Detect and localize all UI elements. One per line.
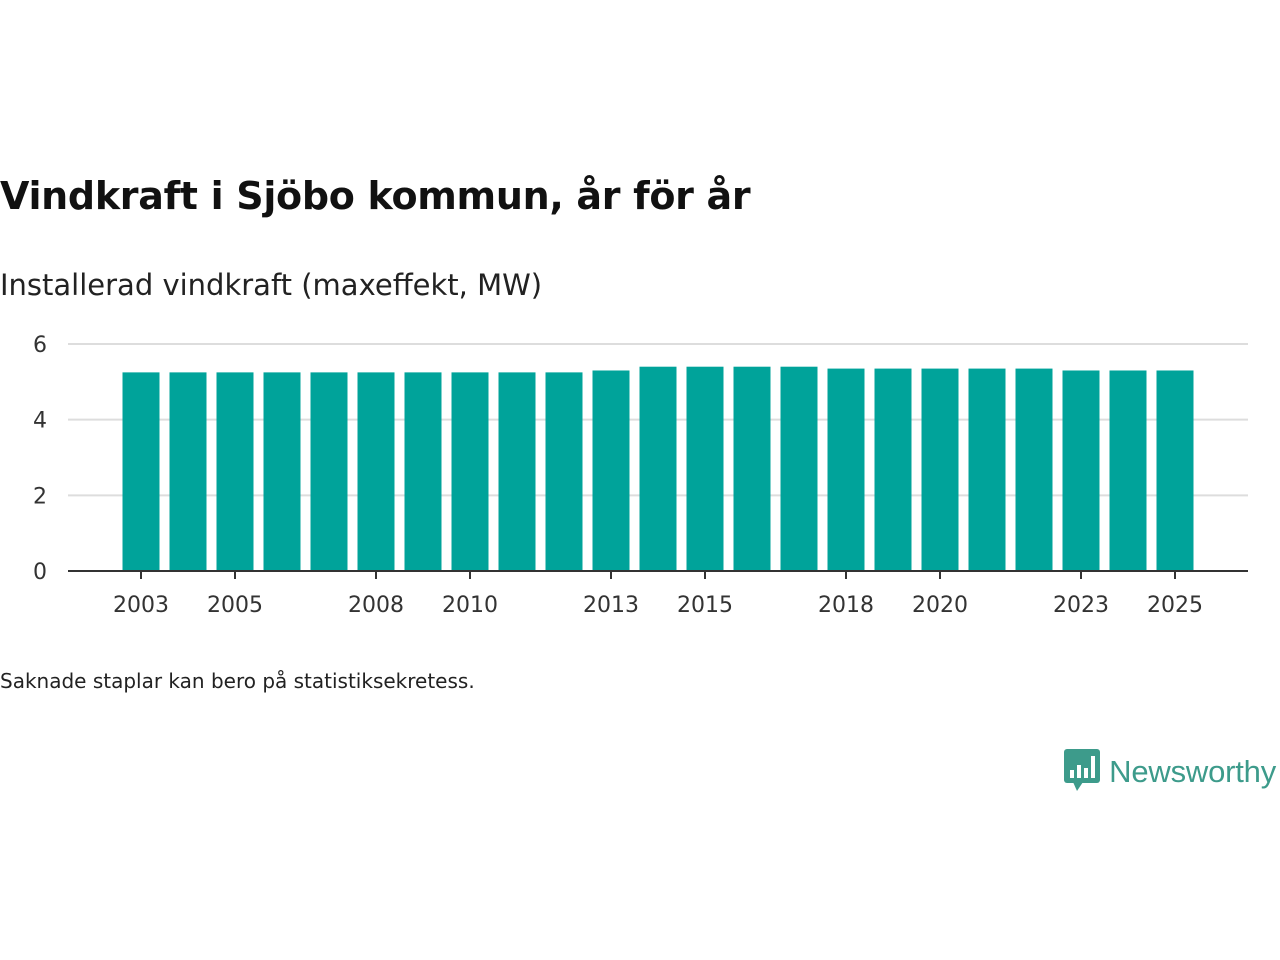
x-tick-label: 2003 — [113, 593, 169, 618]
bar-2023[interactable] — [1062, 370, 1100, 571]
chart-title: Vindkraft i Sjöbo kommun, år för år — [0, 174, 751, 218]
y-tick-label: 4 — [33, 409, 47, 434]
chart-subtitle: Installerad vindkraft (maxeffekt, MW) — [0, 268, 543, 302]
x-tick-label: 2015 — [677, 593, 733, 618]
brand-name: Newsworthy — [1109, 754, 1276, 789]
bar-2019[interactable] — [874, 368, 912, 571]
x-tick-label: 2013 — [583, 593, 639, 618]
bar-2009[interactable] — [404, 372, 442, 571]
x-tick-label: 2018 — [818, 593, 874, 618]
x-tick-label: 2020 — [912, 593, 968, 618]
x-axis — [68, 570, 1248, 579]
bar-2014[interactable] — [639, 366, 677, 571]
bar-2017[interactable] — [780, 366, 818, 571]
x-axis-labels: 2003 2005 2008 2010 2013 2015 2018 2020 2023 2025 — [113, 593, 1203, 618]
x-tick-label: 2005 — [207, 593, 263, 618]
bar-2008[interactable] — [357, 372, 395, 571]
y-tick-label: 0 — [33, 560, 47, 585]
x-tick-label: 2010 — [442, 593, 498, 618]
bar-2013[interactable] — [592, 370, 630, 571]
y-tick-label: 6 — [33, 333, 47, 358]
bar-2015[interactable] — [686, 366, 724, 571]
footnote: Saknade staplar kan bero på statistiksek… — [0, 669, 475, 693]
x-tick-label: 2023 — [1053, 593, 1109, 618]
x-tick-label: 2008 — [348, 593, 404, 618]
bar-2022[interactable] — [1015, 368, 1053, 571]
bar-2018[interactable] — [827, 368, 865, 571]
bar-2007[interactable] — [310, 372, 348, 571]
bar-2006[interactable] — [263, 372, 301, 571]
brand-logo[interactable]: Newsworthy — [1063, 748, 1276, 796]
x-tick-label: 2025 — [1147, 593, 1203, 618]
bar-2021[interactable] — [968, 368, 1006, 571]
bar-2020[interactable] — [921, 368, 959, 571]
bar-2005[interactable] — [216, 372, 254, 571]
bar-2010[interactable] — [451, 372, 489, 571]
bar-chart: 0 2 4 6 2003 2005 2008 2010 2013 2015 2018 2020 202… — [33, 333, 1248, 618]
bar-2024[interactable] — [1109, 370, 1147, 571]
bar-2025[interactable] — [1156, 370, 1194, 571]
bar-2003[interactable] — [122, 372, 160, 571]
bar-2004[interactable] — [169, 372, 207, 571]
y-axis-labels: 0 2 4 6 — [33, 333, 47, 585]
bar-2016[interactable] — [733, 366, 771, 571]
bars — [122, 366, 1194, 571]
newsworthy-logo-icon — [1063, 748, 1101, 796]
y-tick-label: 2 — [33, 484, 47, 509]
bar-2012[interactable] — [545, 372, 583, 571]
bar-2011[interactable] — [498, 372, 536, 571]
